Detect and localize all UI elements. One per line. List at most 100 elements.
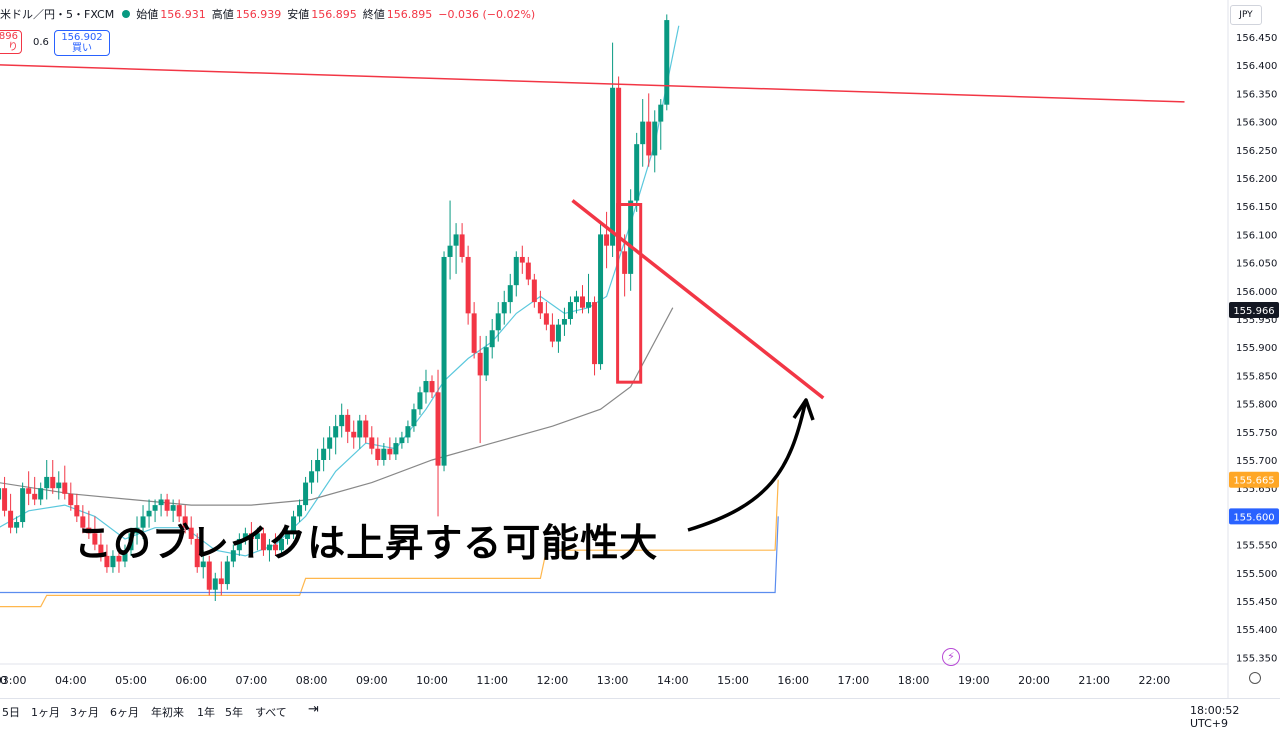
candle	[417, 386, 423, 415]
candle-body	[146, 510, 152, 517]
candle	[242, 527, 248, 545]
clock[interactable]: 18:00:52 UTC+9	[1190, 704, 1240, 730]
candle	[369, 426, 375, 455]
upper-band-line	[0, 479, 779, 608]
candle	[176, 499, 182, 523]
y-tick-label: 156.300	[1236, 118, 1277, 129]
candle-body	[369, 437, 375, 449]
candle-body	[333, 426, 339, 438]
buy-button[interactable]: 156.902 買い	[54, 30, 110, 56]
candle-body	[158, 499, 164, 506]
candle-body	[92, 533, 98, 545]
candle-body	[622, 251, 628, 274]
sell-button[interactable]: .896 り	[0, 30, 22, 54]
candle-body	[26, 488, 32, 494]
y-tick-label: 156.350	[1236, 89, 1277, 100]
candle-body	[501, 302, 507, 314]
symbol-title[interactable]: 米ドル／円・5・FXCM	[0, 8, 115, 21]
candle-body	[399, 437, 405, 444]
candle-body	[98, 544, 104, 556]
candle-body	[363, 420, 369, 438]
candle	[586, 273, 592, 314]
candle	[501, 290, 507, 325]
y-tick-label: 156.200	[1236, 174, 1277, 185]
candle	[652, 110, 658, 173]
range-6m[interactable]: 6ヶ月	[110, 706, 139, 719]
candle-body	[555, 324, 561, 342]
candle-body	[116, 555, 122, 562]
gear-icon[interactable]	[1249, 672, 1261, 684]
x-tick-label: 0	[0, 674, 7, 687]
y-tick-label: 155.500	[1236, 569, 1277, 580]
annotation-text[interactable]: このブレイクは上昇する可能性大	[74, 521, 659, 565]
candle-body	[297, 505, 303, 517]
legend-header[interactable]: 米ドル／円・5・FXCM 始値 156.931 高値 156.939 安値 156.8…	[0, 0, 541, 28]
candle-body	[315, 460, 321, 472]
range-5y[interactable]: 5年	[225, 706, 243, 719]
candle	[116, 538, 122, 573]
candle	[0, 488, 2, 500]
candle	[98, 533, 104, 562]
sma-line	[0, 307, 674, 506]
goto-date-icon[interactable]: ⇥	[308, 702, 319, 717]
candle-body	[182, 516, 188, 528]
candle	[128, 527, 134, 556]
candle	[453, 223, 459, 274]
y-tick-label: 155.950	[1236, 315, 1277, 326]
range-all[interactable]: すべて	[255, 706, 287, 719]
candle-body	[2, 488, 8, 511]
candle	[646, 93, 652, 167]
candle-body	[549, 324, 555, 342]
y-tick-label: 156.150	[1236, 202, 1277, 213]
candle-body	[483, 347, 489, 376]
candle-body	[279, 538, 284, 551]
candle-body	[525, 262, 531, 280]
y-tick-label: 156.450	[1236, 33, 1277, 44]
x-tick-label: 08:00	[296, 674, 328, 687]
lightning-icon[interactable]: ⚡	[942, 648, 960, 666]
candle	[580, 285, 585, 314]
candle-body	[0, 488, 2, 500]
candle	[38, 482, 44, 506]
candle-body	[206, 561, 212, 590]
candle-body	[285, 533, 291, 539]
price-axis[interactable]: 156.450 156.400 156.350 156.300 156.250 156.2…	[1236, 33, 1277, 664]
candle	[513, 251, 519, 297]
candle-body	[272, 544, 278, 551]
range-5d[interactable]: 5日	[2, 706, 20, 719]
candle-body	[423, 381, 429, 393]
candle-body	[561, 319, 567, 325]
range-3m[interactable]: 3ヶ月	[70, 706, 99, 719]
candle-body	[447, 245, 453, 257]
candle-body	[387, 448, 393, 455]
candle	[146, 499, 152, 528]
candle-body	[357, 420, 363, 438]
candle	[122, 544, 128, 568]
candle	[543, 302, 549, 331]
range-ytd[interactable]: 年初来	[151, 706, 184, 719]
candle	[628, 189, 634, 291]
candle	[393, 437, 399, 460]
candle-body	[435, 392, 441, 466]
range-1m[interactable]: 1ヶ月	[31, 706, 60, 719]
candle	[555, 319, 561, 353]
candle	[170, 499, 176, 523]
x-tick-label: 06:00	[175, 674, 207, 687]
candle-body	[74, 505, 80, 517]
candle	[561, 307, 567, 336]
currency-button[interactable]: JPY	[1230, 5, 1262, 25]
time-axis[interactable]: 003:00 04:00 05:00 06:00 07:00 08:00 09:00 10:0…	[0, 674, 1170, 687]
candle-body	[242, 533, 248, 539]
candle-body	[218, 578, 224, 585]
candle	[357, 414, 363, 449]
candle	[26, 471, 32, 506]
candle	[375, 437, 381, 466]
range-1y[interactable]: 1年	[197, 706, 215, 719]
drawings[interactable]	[0, 60, 1185, 532]
candle	[477, 335, 483, 444]
candle	[62, 465, 68, 500]
candle	[32, 476, 38, 506]
candle-body	[567, 302, 573, 319]
